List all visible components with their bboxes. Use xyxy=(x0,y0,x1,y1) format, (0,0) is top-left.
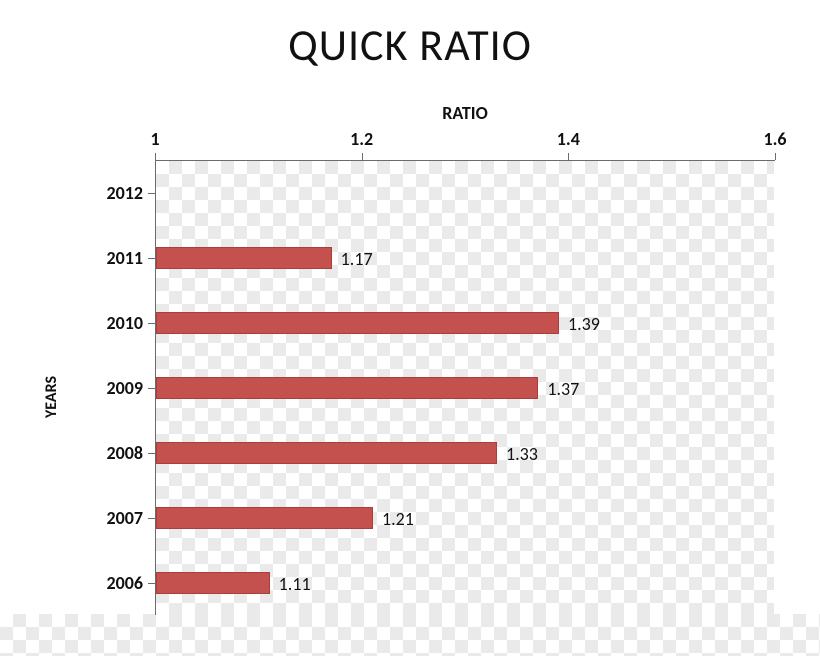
x-tick-label: 1.6 xyxy=(745,128,805,150)
y-category-label: 2010 xyxy=(65,312,143,334)
bar xyxy=(156,312,559,334)
y-category-label: 2006 xyxy=(65,572,143,594)
x-tick-label: 1.4 xyxy=(538,128,598,150)
x-tick-label: 1 xyxy=(125,128,185,150)
bar-value-label: 1.33 xyxy=(506,443,538,465)
x-axis-title: RATIO xyxy=(155,102,775,124)
y-category-label: 2011 xyxy=(65,247,143,269)
bar-value-label: 1.21 xyxy=(382,508,414,530)
bar xyxy=(156,247,332,269)
bar xyxy=(156,507,373,529)
y-axis-title: YEARS xyxy=(42,375,61,417)
bar xyxy=(156,377,538,399)
y-category-label: 2009 xyxy=(65,377,143,399)
plot-area: 1.17 1.39 1.37 1.33 1.21 1.11 xyxy=(155,160,775,615)
y-category-label: 2007 xyxy=(65,507,143,529)
y-category-label: 2008 xyxy=(65,442,143,464)
x-tick-label: 1.2 xyxy=(332,128,392,150)
bar-value-label: 1.37 xyxy=(547,378,579,400)
bar-value-label: 1.17 xyxy=(341,248,373,270)
bar xyxy=(156,572,270,594)
y-category-label: 2012 xyxy=(65,182,143,204)
bar xyxy=(156,442,497,464)
bar-value-label: 1.39 xyxy=(568,313,600,335)
bar-value-label: 1.11 xyxy=(279,573,311,595)
chart-title: QUICK RATIO xyxy=(0,18,820,72)
